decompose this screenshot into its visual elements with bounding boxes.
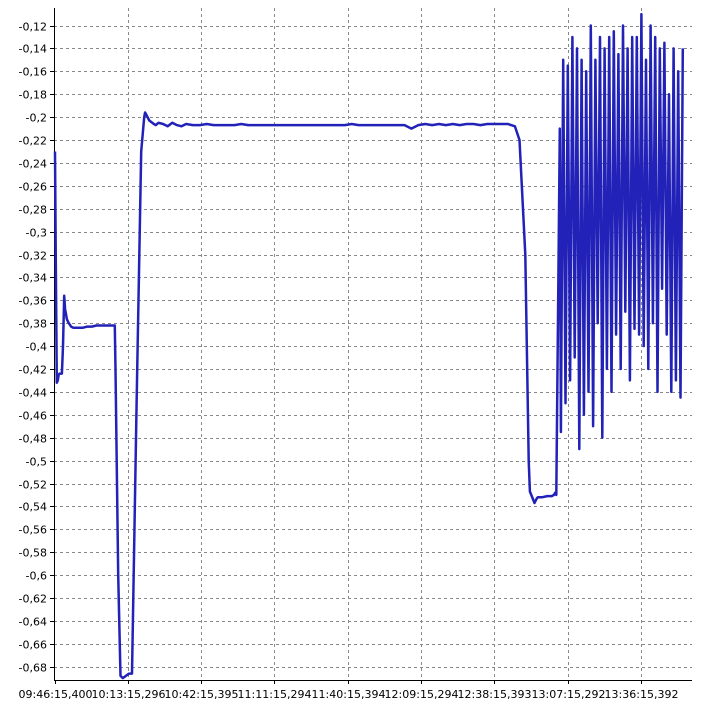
y-tick-label: -0,6 — [26, 570, 47, 583]
data-series-line — [53, 12, 685, 680]
y-tick-label: -0,44 — [19, 387, 47, 400]
y-tick-label: -0,64 — [19, 616, 47, 629]
x-axis-tick-labels: 09:46:15,400 10:13:15,296 10:42:15,395 11:1… — [19, 680, 679, 701]
x-tick-label: 13:07:15,292 — [532, 688, 606, 701]
x-tick-label: 12:09:15,294 — [385, 688, 459, 701]
x-tick-label: 09:46:15,400 — [19, 688, 93, 701]
x-tick-label: 12:38:15,393 — [458, 688, 532, 701]
y-tick-label: -0,38 — [19, 318, 47, 331]
y-tick-label: -0,68 — [19, 662, 47, 675]
axes — [54, 8, 692, 681]
x-tick-label: 10:13:15,296 — [92, 688, 166, 701]
x-tick-label: 11:40:15,394 — [312, 688, 386, 701]
y-tick-label: -0,42 — [19, 364, 47, 377]
y-tick-label: -0,28 — [19, 204, 47, 217]
y-tick-label: -0,18 — [19, 89, 47, 102]
y-tick-label: -0,46 — [19, 410, 47, 423]
y-tick-label: -0,54 — [19, 501, 47, 514]
y-tick-label: -0,32 — [19, 250, 47, 263]
y-tick-label: -0,3 — [26, 227, 47, 240]
y-tick-label: -0,58 — [19, 547, 47, 560]
y-tick-label: -0,26 — [19, 181, 47, 194]
grid — [54, 8, 692, 680]
y-tick-label: -0,36 — [19, 295, 47, 308]
y-tick-label: -0,14 — [19, 43, 47, 56]
y-tick-label: -0,12 — [19, 21, 47, 34]
y-tick-label: -0,5 — [26, 456, 47, 469]
y-tick-label: -0,4 — [26, 341, 47, 354]
y-tick-label: -0,56 — [19, 524, 47, 537]
y-tick-label: -0,62 — [19, 593, 47, 606]
y-tick-label: -0,22 — [19, 135, 47, 148]
y-tick-label: -0,24 — [19, 158, 47, 171]
x-tick-label: 10:42:15,395 — [165, 688, 239, 701]
y-tick-label: -0,2 — [26, 112, 47, 125]
y-tick-label: -0,16 — [19, 66, 47, 79]
x-tick-label: 13:36:15,392 — [605, 688, 679, 701]
y-tick-label: -0,34 — [19, 272, 47, 285]
y-tick-label: -0,66 — [19, 639, 47, 652]
y-axis-tick-labels: -0,12 -0,14 -0,16 -0,18 -0,2 -0,22 -0,24 -0,26 -… — [19, 21, 54, 675]
y-tick-label: -0,48 — [19, 433, 47, 446]
y-tick-label: -0,52 — [19, 479, 47, 492]
x-tick-label: 11:11:15,294 — [238, 688, 312, 701]
